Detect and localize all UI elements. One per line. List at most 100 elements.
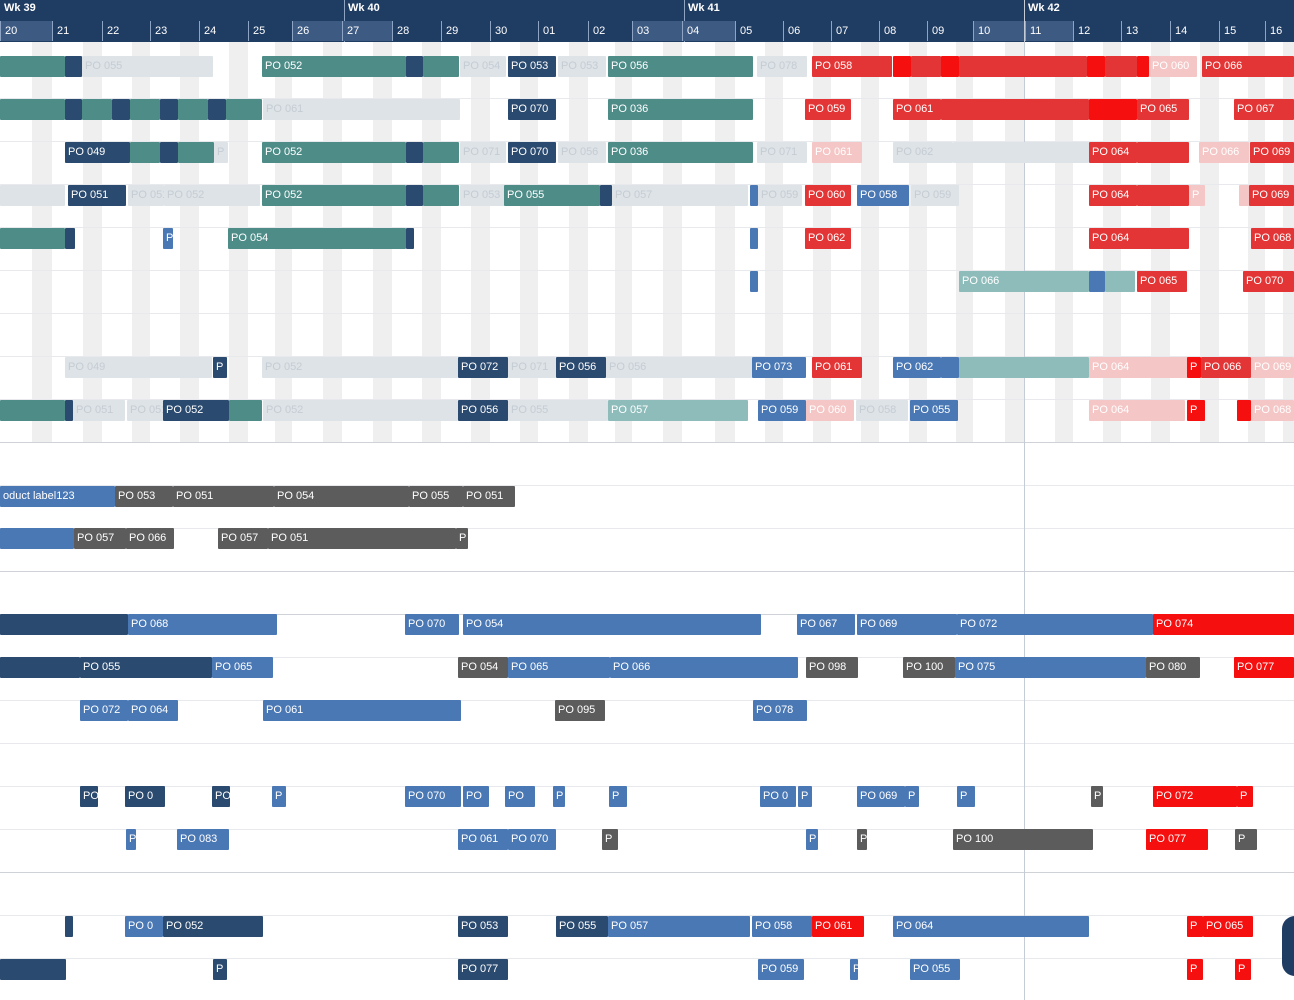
task-bar[interactable]: PO 053 [558,56,606,77]
task-bar[interactable]: PO 077 [1234,657,1294,678]
task-bar[interactable]: PO 095 [555,700,605,721]
task-bar[interactable]: P [806,829,818,850]
task-bar[interactable]: P [272,786,286,807]
task-bar[interactable]: PO 051 [128,185,164,206]
task-bar[interactable]: PO 072 [1153,786,1237,807]
task-bar[interactable]: PO 065 [1137,99,1189,120]
task-bar[interactable]: P [213,959,227,980]
task-bar-segment[interactable] [423,185,459,206]
task-bar[interactable]: PO 078 [753,700,807,721]
task-bar[interactable]: PO 054 [463,614,761,635]
task-bar-segment[interactable] [1105,56,1137,77]
task-bar[interactable]: P [1235,829,1257,850]
task-bar-segment[interactable] [0,959,66,980]
task-bar-segment[interactable] [1089,99,1137,120]
day-header-01[interactable]: 01 [538,21,588,41]
task-bar-segment[interactable] [130,99,160,120]
day-header-12[interactable]: 12 [1073,21,1121,41]
task-bar[interactable]: PO 066 [610,657,798,678]
task-bar[interactable]: PO 066 [1201,357,1251,378]
task-bar[interactable]: PO 054 [458,657,508,678]
task-bar[interactable]: PO 052 [262,142,406,163]
day-header-27[interactable]: 27 [342,21,392,41]
task-bar[interactable]: PO 049 [65,142,130,163]
task-bar-segment[interactable] [941,357,959,378]
task-bar[interactable]: PO 049 [65,357,212,378]
task-bar[interactable]: PO 069 [1250,142,1294,163]
task-bar[interactable]: PO 069 [1251,357,1294,378]
task-bar[interactable]: PO 036 [608,99,753,120]
task-bar[interactable]: PO 056 [606,357,752,378]
task-bar-segment[interactable] [65,228,75,249]
task-bar[interactable]: PO 064 [128,700,178,721]
task-bar[interactable]: PO 0 [125,916,163,937]
task-bar[interactable]: PO 052 [263,400,458,421]
task-bar-segment[interactable] [911,56,941,77]
task-bar[interactable]: PO 066 [959,271,1089,292]
day-header-07[interactable]: 07 [831,21,879,41]
task-bar[interactable]: P [456,528,468,549]
task-bar[interactable]: PO 060 [806,400,854,421]
task-bar-segment[interactable] [893,56,911,77]
task-bar[interactable]: PO 064 [893,916,1089,937]
task-bar[interactable]: PO 061 [893,99,941,120]
task-bar[interactable]: PO 071 [460,142,506,163]
task-bar-segment[interactable] [160,99,178,120]
task-bar[interactable]: PO 057 [608,400,748,421]
task-bar[interactable]: PO 055 [409,486,463,507]
task-bar[interactable]: PO 060 [805,185,851,206]
task-bar[interactable]: PO 057 [74,528,126,549]
task-bar[interactable]: P [609,786,627,807]
task-bar-segment[interactable] [65,56,82,77]
task-bar-segment[interactable] [0,400,65,421]
task-bar-segment[interactable] [1105,271,1135,292]
task-bar[interactable]: PO 054 [274,486,409,507]
task-bar-segment[interactable] [406,228,414,249]
task-bar[interactable]: PO 070 [508,829,556,850]
task-bar[interactable]: P [1237,786,1253,807]
task-bar[interactable]: PO 053 [115,486,173,507]
task-bar[interactable]: PO 077 [1146,829,1208,850]
task-bar-segment[interactable] [229,400,262,421]
task-bar[interactable]: PO 061 [812,916,864,937]
task-bar[interactable]: PO 053 [508,56,556,77]
task-bar[interactable]: PO 064 [1089,228,1189,249]
task-bar-segment[interactable] [953,142,1089,163]
day-header-26[interactable]: 26 [292,21,342,41]
task-bar[interactable]: PO 066 [126,528,174,549]
task-bar[interactable]: PO 071 [508,357,556,378]
task-bar[interactable]: PO 059 [758,400,806,421]
day-header-23[interactable]: 23 [150,21,199,41]
day-header-06[interactable]: 06 [783,21,831,41]
task-bar-segment[interactable] [423,142,459,163]
day-header-29[interactable]: 29 [441,21,490,41]
task-bar-segment[interactable] [0,56,65,77]
task-bar-segment[interactable] [226,99,262,120]
task-bar-segment[interactable] [1089,271,1105,292]
task-bar[interactable]: PO 064 [1089,357,1189,378]
task-bar-segment[interactable] [208,99,226,120]
task-bar[interactable]: P [214,142,228,163]
task-bar[interactable]: PO 057 [608,916,750,937]
task-bar[interactable]: PO 075 [955,657,1146,678]
task-bar[interactable]: PO [463,786,489,807]
task-bar-segment[interactable] [423,56,459,77]
task-bar-segment[interactable] [1237,400,1251,421]
task-bar[interactable]: PO 069 [857,786,905,807]
task-bar[interactable]: PO 0 [760,786,796,807]
task-bar[interactable]: PO 069 [857,614,957,635]
task-bar[interactable]: PO 055 [508,400,608,421]
task-bar-segment[interactable] [65,916,73,937]
task-bar[interactable]: PO 055 [504,185,600,206]
task-bar[interactable]: PO 100 [903,657,955,678]
task-bar[interactable]: PO 069 [1249,185,1294,206]
task-bar[interactable]: PO 077 [458,959,508,980]
day-header-05[interactable]: 05 [735,21,783,41]
task-bar[interactable]: PO 066 [1199,142,1249,163]
task-bar-segment[interactable] [959,56,1087,77]
task-bar[interactable]: PO 051 [173,486,274,507]
task-bar[interactable]: PO 061 [263,99,460,120]
task-bar[interactable]: PO 053 [460,185,506,206]
task-bar[interactable]: PO 059 [758,959,804,980]
